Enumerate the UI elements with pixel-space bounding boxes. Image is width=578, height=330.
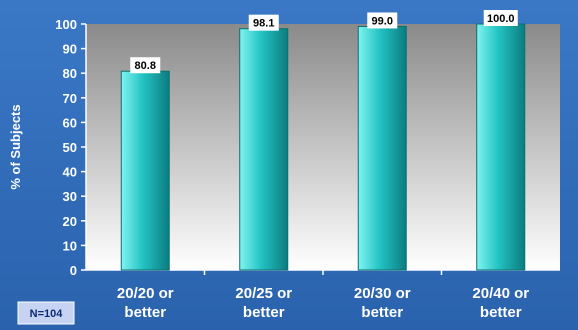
data-label-box [130,57,161,74]
y-tick-label: 20 [63,214,77,229]
x-category-label: better [243,304,285,321]
y-tick-label: 10 [63,238,77,253]
x-category-label: better [124,304,166,321]
data-label-box [248,14,279,31]
data-label: 98.1 [253,18,274,30]
y-tick-label: 70 [63,91,77,106]
sample-size-label: N=104 [30,308,64,320]
x-category-label: 20/25 or [235,285,292,302]
x-category-label: better [361,304,403,321]
x-category-label: 20/30 or [354,285,411,302]
y-tick-label: 90 [63,42,77,57]
data-label-box [483,10,518,26]
bar [120,70,170,271]
data-label: 100.0 [487,13,515,25]
sample-size-box [17,301,75,325]
y-tick-label: 50 [63,140,77,155]
data-label: 99.0 [372,15,393,27]
y-tick-label: 30 [63,189,77,204]
data-label: 80.8 [135,60,156,72]
x-category-label: 20/40 or [472,285,529,302]
x-category-label: 20/20 or [117,285,174,302]
y-tick-label: 80 [63,66,77,81]
y-axis-title: % of Subjects [8,104,23,189]
bar [239,28,289,271]
y-tick-label: 0 [70,263,77,278]
data-label-box [367,12,398,29]
y-tick-label: 40 [63,165,77,180]
y-tick-label: 100 [55,17,77,32]
x-category-label: better [480,304,522,321]
bar [476,23,526,271]
bar [357,25,407,271]
y-tick-label: 60 [63,115,77,130]
